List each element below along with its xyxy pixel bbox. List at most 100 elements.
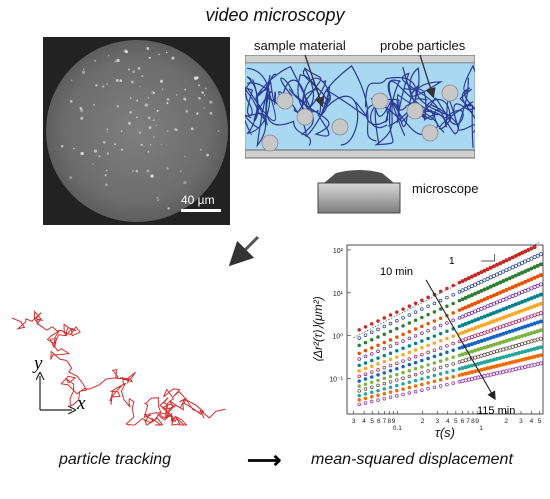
data-point <box>491 310 496 315</box>
x-axis-label: x <box>77 393 86 414</box>
x-tick-label: 5 <box>454 418 458 425</box>
data-point <box>498 280 503 285</box>
speckle <box>70 79 73 82</box>
data-point <box>498 332 503 337</box>
msd-chart: 3 4 5 6 7 8 90.12 3 4 5 6 7 8 912 3 4 510²10¹10⁰10⁻¹τ(s)… <box>311 241 544 440</box>
data-point <box>516 291 521 296</box>
data-point <box>482 305 487 310</box>
data-point <box>498 363 503 368</box>
data-point <box>501 259 506 264</box>
data-point <box>395 335 399 339</box>
data-point <box>485 344 490 349</box>
data-point <box>401 376 405 380</box>
data-point <box>466 364 471 369</box>
data-point <box>535 346 540 350</box>
data-point <box>438 331 443 336</box>
data-point <box>420 377 424 381</box>
data-point <box>510 344 515 349</box>
data-point <box>529 331 534 336</box>
data-point <box>466 377 471 382</box>
data-point <box>501 362 506 367</box>
data-point <box>413 372 418 377</box>
data-point <box>426 350 430 355</box>
data-point <box>523 357 528 361</box>
data-point <box>523 269 528 274</box>
data-point <box>451 355 455 359</box>
coordinate-axes-icon <box>36 372 76 414</box>
speckle <box>102 141 106 144</box>
data-point <box>529 314 534 319</box>
data-point <box>520 334 525 338</box>
speckle <box>156 109 159 112</box>
speckle <box>119 79 123 82</box>
data-point <box>382 396 387 401</box>
data-point <box>485 351 490 356</box>
data-point <box>520 260 525 265</box>
data-point <box>395 326 399 331</box>
data-point <box>488 265 493 270</box>
data-point <box>485 296 490 300</box>
data-point <box>407 357 412 361</box>
bottom-glass-plate <box>245 149 475 159</box>
data-point <box>445 295 449 300</box>
data-point <box>516 309 521 314</box>
data-point <box>388 321 393 326</box>
data-point <box>498 261 503 266</box>
data-point <box>498 271 503 275</box>
speckle <box>135 169 139 173</box>
data-point <box>504 361 509 366</box>
data-point <box>407 368 412 373</box>
data-point <box>504 306 509 310</box>
data-point <box>382 340 387 345</box>
data-point <box>488 275 493 280</box>
speckle <box>167 207 170 210</box>
speckle <box>157 199 160 202</box>
data-point <box>457 324 462 329</box>
data-point <box>401 382 405 386</box>
data-point <box>529 277 534 282</box>
data-point <box>523 279 528 284</box>
speckle <box>217 130 220 132</box>
data-point <box>457 332 462 336</box>
speckle <box>116 58 120 63</box>
data-point <box>507 295 512 300</box>
data-point <box>520 325 525 330</box>
data-point <box>463 378 468 383</box>
data-point <box>357 374 361 379</box>
data-point <box>526 267 531 272</box>
data-point <box>388 338 393 342</box>
data-point <box>513 253 518 258</box>
data-point <box>488 372 493 377</box>
data-point <box>370 395 374 399</box>
data-point <box>476 300 481 305</box>
data-point <box>510 303 515 308</box>
data-point <box>426 321 430 326</box>
polymer-fiber <box>387 79 439 135</box>
data-point <box>401 339 405 343</box>
data-point <box>513 343 518 348</box>
data-point <box>463 321 468 326</box>
data-point <box>520 299 525 304</box>
polymer-fiber <box>246 73 277 148</box>
speckle <box>98 155 101 158</box>
data-point <box>479 279 484 284</box>
microscope-label: microscope <box>412 181 479 196</box>
speckle <box>166 102 169 105</box>
data-point <box>520 342 525 346</box>
y-axis-title: ⟨Δr²(τ)⟩(μm²) <box>311 296 325 362</box>
x-tick-label: 3 <box>435 418 439 425</box>
data-point <box>501 289 506 294</box>
data-point <box>526 315 531 320</box>
data-point <box>370 322 374 326</box>
data-point <box>457 280 462 285</box>
data-point <box>438 352 443 357</box>
data-point <box>479 315 484 320</box>
data-point <box>473 348 478 353</box>
data-point <box>485 286 490 291</box>
data-point <box>357 384 361 388</box>
speckle <box>184 155 186 158</box>
data-point <box>513 327 518 332</box>
data-point <box>413 341 418 346</box>
data-point <box>498 316 503 321</box>
data-point <box>363 340 368 345</box>
